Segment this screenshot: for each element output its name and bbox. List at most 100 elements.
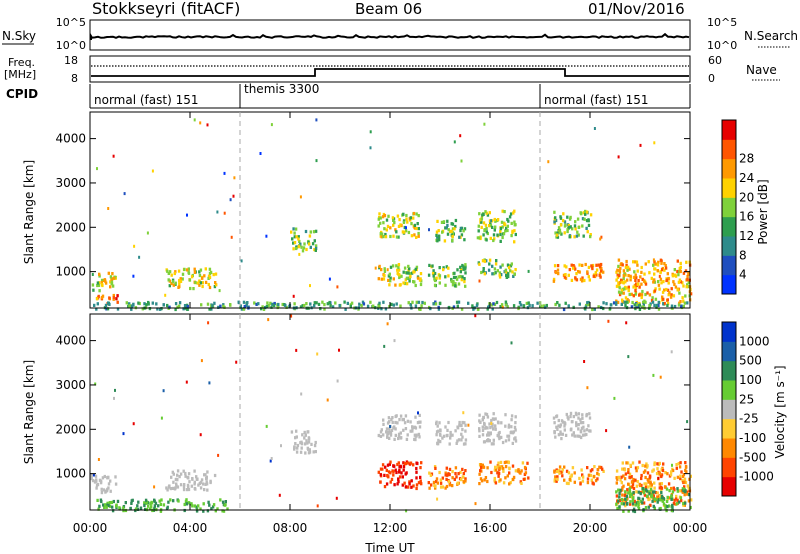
- echo-cell: [405, 217, 408, 221]
- echo-cell: [528, 303, 531, 307]
- echo-cell: [415, 476, 418, 480]
- echo-cell: [109, 280, 112, 284]
- colorbar-frame: [721, 321, 737, 497]
- echo-cell: [484, 223, 488, 227]
- echo-cell: [625, 300, 628, 304]
- echo-cell: [618, 269, 621, 273]
- echo-cell: [169, 487, 172, 491]
- echo-cell: [563, 428, 566, 432]
- echo-cell: [581, 473, 584, 477]
- echo-cell: [587, 300, 590, 305]
- echo-cell: [494, 427, 497, 431]
- echo-cell: [622, 474, 625, 478]
- echo-cell: [455, 441, 458, 445]
- echo-cell: [412, 216, 415, 220]
- echo-cell: [510, 418, 513, 422]
- echo-cell: [578, 434, 581, 438]
- echo-cell: [571, 266, 575, 270]
- echo-cell: [678, 278, 682, 282]
- echo-cell: [651, 300, 655, 304]
- echo-cell: [434, 300, 437, 304]
- echo-cell: [396, 268, 399, 272]
- echo-speck: [459, 134, 462, 138]
- echo-cell: [378, 212, 381, 216]
- echo-cell: [177, 269, 181, 273]
- echo-cell: [479, 465, 483, 470]
- echo-cell: [575, 234, 579, 238]
- echo-cell: [498, 275, 502, 279]
- echo-cell: [479, 477, 483, 481]
- echo-cell: [203, 274, 206, 278]
- echo-cell: [500, 303, 504, 307]
- echo-cell: [187, 267, 190, 271]
- echo-cell: [510, 221, 513, 225]
- echo-cell: [586, 481, 590, 485]
- echo-cell: [504, 439, 508, 443]
- echo-speck: [627, 355, 630, 359]
- echo-cell: [513, 425, 517, 429]
- echo-cell: [208, 267, 212, 271]
- echo-cell: [308, 234, 312, 238]
- echo-cell: [644, 469, 647, 473]
- freq-line: [91, 68, 689, 77]
- echo-cell: [626, 268, 629, 272]
- echo-cell: [585, 219, 589, 223]
- echo-cell: [681, 474, 685, 479]
- echo-cell: [448, 473, 451, 477]
- echo-cell: [686, 301, 689, 305]
- echo-cell: [110, 277, 113, 281]
- echo-cell: [499, 305, 502, 309]
- echo-speck: [295, 348, 298, 352]
- echo-cell: [385, 468, 388, 472]
- echo-speck: [200, 359, 203, 363]
- echo-speck: [240, 259, 243, 263]
- echo-cell: [631, 482, 635, 486]
- echo-cell: [676, 475, 680, 479]
- echo-cell: [369, 300, 372, 304]
- echo-cell: [599, 275, 602, 279]
- echo-cell: [492, 417, 496, 421]
- echo-cell: [162, 503, 166, 507]
- echo-cell: [387, 214, 390, 218]
- echo-cell: [262, 307, 266, 311]
- echo-cell: [681, 487, 685, 491]
- echo-cell: [385, 218, 389, 222]
- echo-cell: [662, 502, 666, 506]
- echo-cell: [640, 483, 643, 487]
- echo-cell: [153, 506, 156, 510]
- echo-cell: [303, 436, 306, 440]
- echo-cell: [167, 500, 170, 504]
- power-colorbar-label: Power [dB]: [756, 179, 770, 244]
- echo-cell: [219, 304, 222, 308]
- echo-cell: [408, 482, 411, 486]
- echo-cell: [399, 414, 403, 418]
- echo-cell: [629, 494, 632, 499]
- echo-cell: [651, 469, 654, 473]
- echo-cell: [676, 489, 679, 493]
- echo-cell: [383, 269, 387, 273]
- echo-cell: [644, 300, 647, 304]
- echo-cell: [666, 298, 669, 302]
- echo-cell: [492, 412, 495, 416]
- echo-cell: [403, 225, 406, 230]
- echo-cell: [559, 423, 563, 427]
- echo-cell: [270, 305, 273, 309]
- echo-cell: [298, 239, 301, 244]
- echo-cell: [595, 273, 598, 277]
- echo-cell: [646, 291, 649, 295]
- echo-cell: [660, 281, 663, 285]
- echo-cell: [642, 488, 645, 493]
- echo-cell: [105, 505, 108, 509]
- echo-cell: [183, 267, 186, 271]
- echo-cell: [488, 439, 491, 443]
- echo-cell: [427, 481, 430, 485]
- echo-cell: [102, 278, 106, 282]
- echo-cell: [419, 272, 423, 276]
- echo-cell: [634, 478, 637, 482]
- echo-cell: [297, 235, 300, 239]
- echo-cell: [204, 482, 207, 486]
- echo-cell: [558, 303, 561, 307]
- echo-cell: [673, 476, 676, 480]
- y-tick-label: 4000: [55, 334, 86, 348]
